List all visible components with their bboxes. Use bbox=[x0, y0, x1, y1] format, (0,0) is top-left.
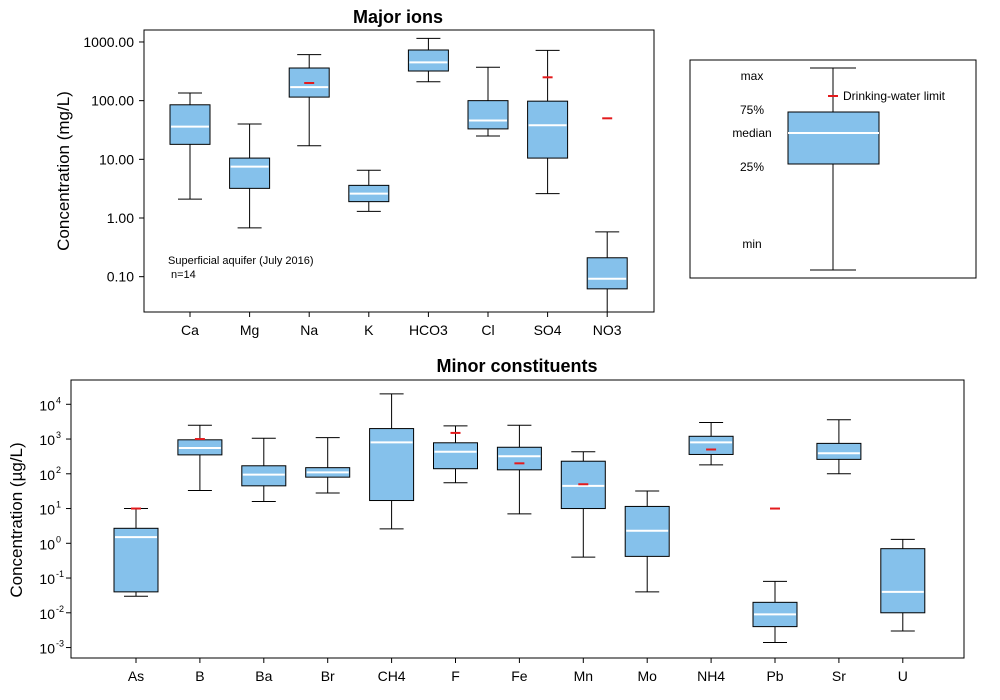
major-x-tick-label: HCO3 bbox=[409, 322, 448, 338]
major-y-tick-label: 1000.00 bbox=[83, 34, 134, 50]
minor-box-u-iqr bbox=[880, 548, 926, 614]
minor-y-tick-label: 10 bbox=[39, 397, 55, 413]
minor-constituents-title: Minor constituents bbox=[437, 356, 598, 376]
minor-x-tick-label: F bbox=[451, 668, 460, 684]
minor-y-tick-label: 10 bbox=[39, 606, 55, 622]
minor-box-nh4-iqr bbox=[688, 435, 734, 455]
legend: max 75% median 25% min Drinking-water li… bbox=[689, 59, 977, 279]
minor-y-tick-exponent: 2 bbox=[56, 465, 61, 475]
major-ions-x-axis: Ca Mg Na K HCO3 Cl SO4 NO3 bbox=[181, 312, 622, 338]
major-ions-annotation-n: n=14 bbox=[171, 269, 196, 281]
major-ions-plot-frame bbox=[143, 29, 655, 313]
minor-y-tick-exponent: -2 bbox=[56, 604, 64, 614]
major-ions-title: Major ions bbox=[353, 7, 443, 27]
minor-x-tick-label: U bbox=[898, 668, 908, 684]
major-ions-boxes bbox=[169, 37, 628, 313]
minor-y-tick-label: 10 bbox=[39, 467, 55, 483]
minor-box-sr-iqr bbox=[816, 442, 862, 460]
major-box-so4-iqr bbox=[527, 100, 569, 159]
minor-constituents-x-axis: As B Ba Br CH4 F Fe Mn Mo NH4 Pb Sr U bbox=[128, 658, 908, 684]
minor-box-as-iqr bbox=[113, 527, 159, 593]
minor-x-tick-label: B bbox=[195, 668, 204, 684]
major-box-mg-iqr bbox=[229, 157, 271, 189]
minor-constituents-chart: Minor constituents Concentration (µg/L) … bbox=[7, 356, 965, 684]
legend-median-label: median bbox=[732, 126, 771, 140]
minor-x-tick-label: Mn bbox=[574, 668, 593, 684]
major-ions-chart: Major ions Concentration (mg/L) Superfic… bbox=[54, 7, 655, 338]
minor-constituents-y-axis-label: Concentration (µg/L) bbox=[7, 442, 26, 597]
major-y-tick-label: 0.10 bbox=[107, 269, 134, 285]
major-box-cl-iqr bbox=[467, 100, 509, 130]
major-x-tick-label: K bbox=[364, 322, 374, 338]
minor-y-tick-exponent: 1 bbox=[56, 500, 61, 510]
major-box-no3-iqr bbox=[586, 257, 628, 290]
legend-box bbox=[787, 111, 880, 165]
minor-box-ba-iqr bbox=[241, 465, 287, 487]
minor-box-f-iqr bbox=[433, 442, 478, 470]
major-y-tick-label: 10.00 bbox=[99, 151, 134, 167]
minor-y-tick-label: 10 bbox=[39, 432, 55, 448]
major-box-ca-iqr bbox=[169, 104, 211, 145]
minor-y-tick-exponent: -3 bbox=[56, 639, 64, 649]
legend-limit-label: Drinking-water limit bbox=[843, 89, 946, 103]
major-x-tick-label: SO4 bbox=[534, 322, 562, 338]
legend-q3-label: 75% bbox=[740, 103, 764, 117]
minor-x-tick-label: Fe bbox=[511, 668, 528, 684]
minor-x-tick-label: Sr bbox=[832, 668, 846, 684]
minor-y-tick-exponent: 0 bbox=[56, 534, 61, 544]
minor-y-tick-label: 10 bbox=[39, 571, 55, 587]
major-box-hco3-iqr bbox=[407, 49, 449, 72]
major-ions-y-axis: 0.10 1.00 10.00 100.00 1000.00 bbox=[83, 34, 144, 285]
minor-x-tick-label: Ba bbox=[255, 668, 272, 684]
major-ions-annotation-aquifer: Superficial aquifer (July 2016) bbox=[168, 255, 314, 267]
legend-min-label: min bbox=[742, 237, 761, 251]
minor-constituents-boxes bbox=[113, 393, 926, 643]
minor-x-tick-label: Mo bbox=[637, 668, 657, 684]
minor-x-tick-label: As bbox=[128, 668, 144, 684]
legend-max-label: max bbox=[741, 69, 764, 83]
major-x-tick-label: Na bbox=[300, 322, 318, 338]
minor-x-tick-label: Pb bbox=[766, 668, 783, 684]
minor-box-ch4-iqr bbox=[369, 428, 415, 502]
minor-y-tick-label: 10 bbox=[39, 502, 55, 518]
minor-x-tick-label: Br bbox=[321, 668, 335, 684]
major-ions-y-axis-label: Concentration (mg/L) bbox=[54, 91, 73, 251]
minor-y-tick-label: 10 bbox=[39, 641, 55, 657]
major-x-tick-label: Ca bbox=[181, 322, 199, 338]
legend-q1-label: 25% bbox=[740, 160, 764, 174]
major-y-tick-label: 100.00 bbox=[91, 93, 134, 109]
major-x-tick-label: Mg bbox=[240, 322, 259, 338]
major-x-tick-label: NO3 bbox=[593, 322, 622, 338]
legend-frame bbox=[689, 59, 977, 279]
major-x-tick-label: Cl bbox=[481, 322, 494, 338]
minor-y-tick-exponent: 4 bbox=[56, 395, 61, 405]
minor-constituents-plot-frame bbox=[70, 379, 965, 659]
minor-x-tick-label: CH4 bbox=[378, 668, 406, 684]
minor-y-tick-label: 10 bbox=[39, 536, 55, 552]
minor-y-tick-exponent: 3 bbox=[56, 430, 61, 440]
minor-x-tick-label: NH4 bbox=[697, 668, 725, 684]
minor-box-fe-iqr bbox=[496, 446, 542, 471]
major-y-tick-label: 1.00 bbox=[107, 210, 134, 226]
minor-y-tick-exponent: -1 bbox=[56, 569, 64, 579]
